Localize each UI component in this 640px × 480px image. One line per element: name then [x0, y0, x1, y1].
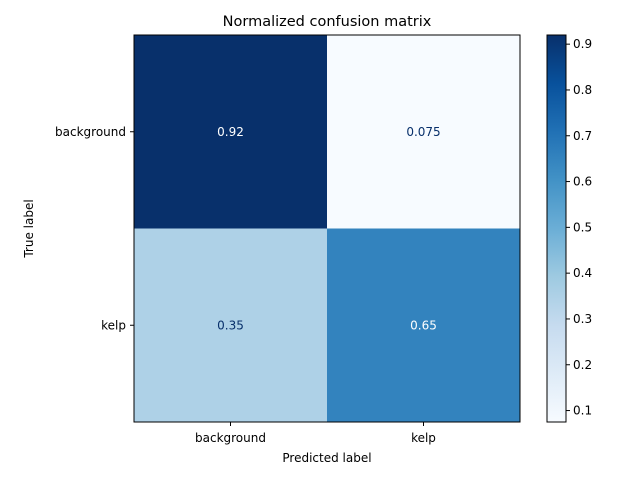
colorbar-tick-label: 0.5	[573, 220, 592, 234]
matrix-frame	[133, 34, 521, 423]
colorbar-tick-label: 0.2	[573, 358, 592, 372]
colorbar-tick-label: 0.1	[573, 404, 592, 418]
cell-kelp-background-value: 0.35	[217, 318, 244, 332]
y-axis-ticks: background kelp	[55, 125, 134, 332]
y-axis-label: True label	[22, 199, 36, 258]
x-tick-label-kelp: kelp	[411, 431, 436, 445]
cell-background-background	[134, 35, 327, 229]
cell-kelp-background	[134, 228, 327, 422]
matrix-cells	[134, 35, 520, 422]
y-tick-label-background: background	[55, 125, 126, 139]
cell-background-kelp-value: 0.075	[406, 125, 440, 139]
cell-kelp-kelp-value: 0.65	[410, 318, 437, 332]
colorbar-tick-label: 0.4	[573, 266, 592, 280]
x-axis-label: Predicted label	[282, 451, 371, 465]
colorbar-tick-label: 0.3	[573, 312, 592, 326]
matrix-cell-labels: 0.92 0.075 0.35 0.65	[217, 125, 441, 333]
y-tick-label-kelp: kelp	[101, 318, 126, 332]
x-axis-ticks: background kelp	[195, 422, 436, 445]
cell-background-kelp	[327, 35, 520, 229]
colorbar-tick-label: 0.9	[573, 37, 592, 51]
colorbar-tick-label: 0.7	[573, 129, 592, 143]
cell-kelp-kelp	[327, 228, 520, 422]
x-tick-label-background: background	[195, 431, 266, 445]
cell-background-background-value: 0.92	[217, 125, 244, 139]
colorbar	[546, 34, 567, 423]
colorbar-ticks: 0.1 0.2 0.3 0.4 0.5 0.6 0.7 0.8 0.9	[566, 37, 592, 418]
colorbar-tick-label: 0.6	[573, 175, 592, 189]
colorbar-tick-label: 0.8	[573, 83, 592, 97]
chart-title: Normalized confusion matrix	[223, 14, 432, 30]
